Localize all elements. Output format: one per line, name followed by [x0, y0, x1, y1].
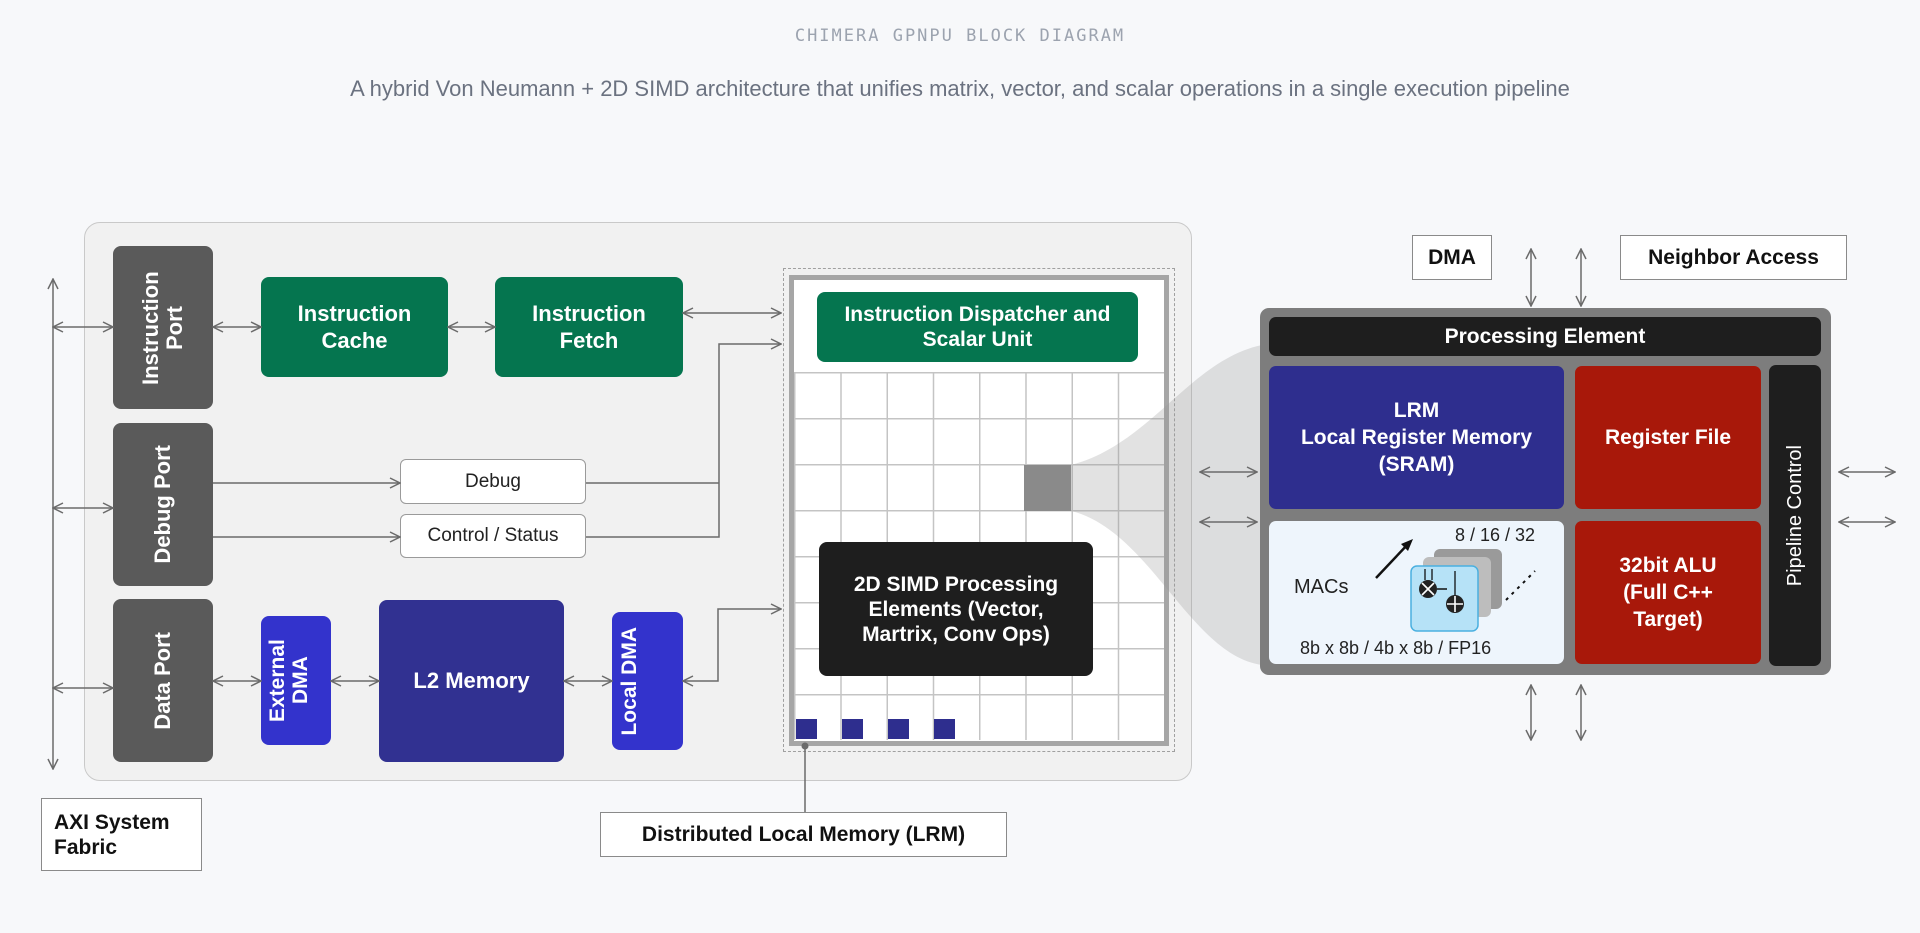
pe-title: Processing Element	[1444, 324, 1646, 348]
simd-processing-elements: 2D SIMD Processing Elements (Vector, Mar…	[819, 542, 1093, 676]
mac-array: 8 / 16 / 32 MACs 8b x 8b / 4b x 8b / FP1…	[1269, 521, 1564, 664]
neighbor-access-label: Neighbor Access	[1648, 245, 1819, 269]
axi-fabric-label: AXI System Fabric	[54, 810, 170, 859]
lrm-block	[796, 719, 817, 739]
lrm-title: LRM	[1393, 399, 1440, 422]
control-status-label: Control / Status	[427, 525, 559, 546]
lrm-subtitle: Local Register Memory	[1300, 426, 1533, 449]
dma-label-box: DMA	[1412, 235, 1492, 280]
l2-memory-label: L2 Memory	[413, 668, 530, 693]
debug-block: Debug	[400, 459, 586, 504]
neighbor-access-label-box: Neighbor Access	[1620, 235, 1847, 280]
lrm-block-detail: LRM Local Register Memory (SRAM)	[1269, 366, 1564, 509]
alu-label: 32bit ALU (Full C++ Target)	[1619, 554, 1717, 631]
instruction-dispatcher-label: Instruction Dispatcher and Scalar Unit	[844, 303, 1111, 351]
debug-label: Debug	[465, 470, 521, 492]
lrm-block	[888, 719, 909, 739]
lrm-block	[842, 719, 863, 739]
alu-32bit: 32bit ALU (Full C++ Target)	[1575, 521, 1761, 664]
mac-widths: 8 / 16 / 32	[1455, 525, 1536, 545]
array-dotted-outline	[783, 268, 1175, 752]
axi-fabric-label-box: AXI System Fabric	[41, 798, 202, 871]
debug-port: Debug Port	[113, 423, 213, 586]
mac-unit-icon	[1375, 539, 1536, 632]
diagram-subtitle: A hybrid Von Neumann + 2D SIMD architect…	[350, 76, 1570, 101]
external-dma: External DMA	[261, 616, 331, 745]
pipeline-control-label: Pipeline Control	[1784, 444, 1806, 587]
register-file-label: Register File	[1604, 425, 1732, 449]
distributed-memory-label: Distributed Local Memory (LRM)	[641, 822, 966, 846]
pe-title-bar: Processing Element	[1269, 317, 1821, 356]
control-status-block: Control / Status	[400, 514, 586, 558]
register-file: Register File	[1575, 366, 1761, 509]
highlighted-pe-cell[interactable]	[1024, 465, 1071, 511]
mac-precisions: 8b x 8b / 4b x 8b / FP16	[1300, 638, 1492, 658]
lrm-sram: (SRAM)	[1378, 453, 1455, 476]
instruction-cache: Instruction Cache	[261, 277, 448, 377]
diagram-title: CHIMERA GPNPU BLOCK DIAGRAM	[794, 26, 1126, 46]
simd-label: 2D SIMD Processing Elements (Vector, Mar…	[853, 572, 1059, 646]
macs-label: MACs	[1294, 576, 1349, 598]
instruction-port: Instruction Port	[113, 246, 213, 409]
dma-label: DMA	[1428, 245, 1476, 269]
zoom-funnel	[1071, 345, 1262, 665]
data-port: Data Port	[113, 599, 213, 762]
local-dma: Local DMA	[612, 612, 683, 750]
lrm-block	[934, 719, 955, 739]
distributed-memory-label-box: Distributed Local Memory (LRM)	[600, 812, 1007, 857]
pipeline-control: Pipeline Control	[1769, 365, 1821, 666]
instruction-cache-label: Instruction Cache	[297, 301, 412, 353]
instruction-dispatcher: Instruction Dispatcher and Scalar Unit	[817, 292, 1138, 362]
l2-memory: L2 Memory	[379, 600, 564, 762]
